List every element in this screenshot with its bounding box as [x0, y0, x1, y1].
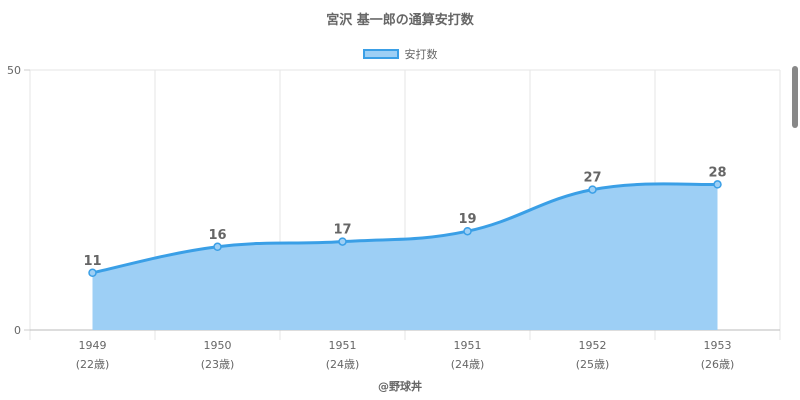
data-label: 19: [458, 212, 476, 227]
data-label: 28: [708, 165, 726, 180]
x-tick-label: 1951: [329, 339, 357, 352]
x-tick-sublabel: (23歳): [201, 358, 235, 371]
series-area: [92, 183, 718, 330]
x-tick-label: 1952: [579, 339, 607, 352]
x-tick-sublabel: (24歳): [326, 358, 360, 371]
data-point: [213, 242, 222, 252]
series-line: [92, 182, 718, 275]
scrollbar-thumb[interactable]: [792, 66, 798, 128]
y-tick-label: 0: [14, 324, 21, 337]
data-point: [338, 237, 347, 246]
x-tick-label: 1949: [79, 339, 107, 352]
x-tick-sublabel: (22歳): [76, 358, 110, 371]
legend-swatch: [362, 49, 399, 59]
data-point: [588, 185, 597, 194]
data-label: 11: [83, 254, 101, 269]
x-tick-label: 1950: [204, 339, 232, 352]
legend-label: 安打数: [404, 48, 438, 61]
data-point: [713, 180, 722, 189]
data-point: [463, 226, 472, 236]
data-point: [88, 268, 97, 278]
footer-credit: @野球丼: [378, 380, 422, 393]
x-tick-sublabel: (24歳): [451, 358, 485, 371]
data-label: 16: [208, 228, 226, 243]
x-tick-sublabel: (26歳): [701, 358, 735, 371]
legend[interactable]: 安打数: [0, 46, 800, 62]
data-label: 27: [583, 171, 601, 186]
x-tick-label: 1951: [454, 339, 482, 352]
x-tick-sublabel: (25歳): [576, 358, 610, 371]
x-tick-label: 1953: [704, 339, 732, 352]
y-tick-label: 50: [7, 64, 21, 77]
data-label: 17: [333, 223, 351, 238]
chart-title: 宮沢 基一郎の通算安打数: [326, 13, 474, 28]
